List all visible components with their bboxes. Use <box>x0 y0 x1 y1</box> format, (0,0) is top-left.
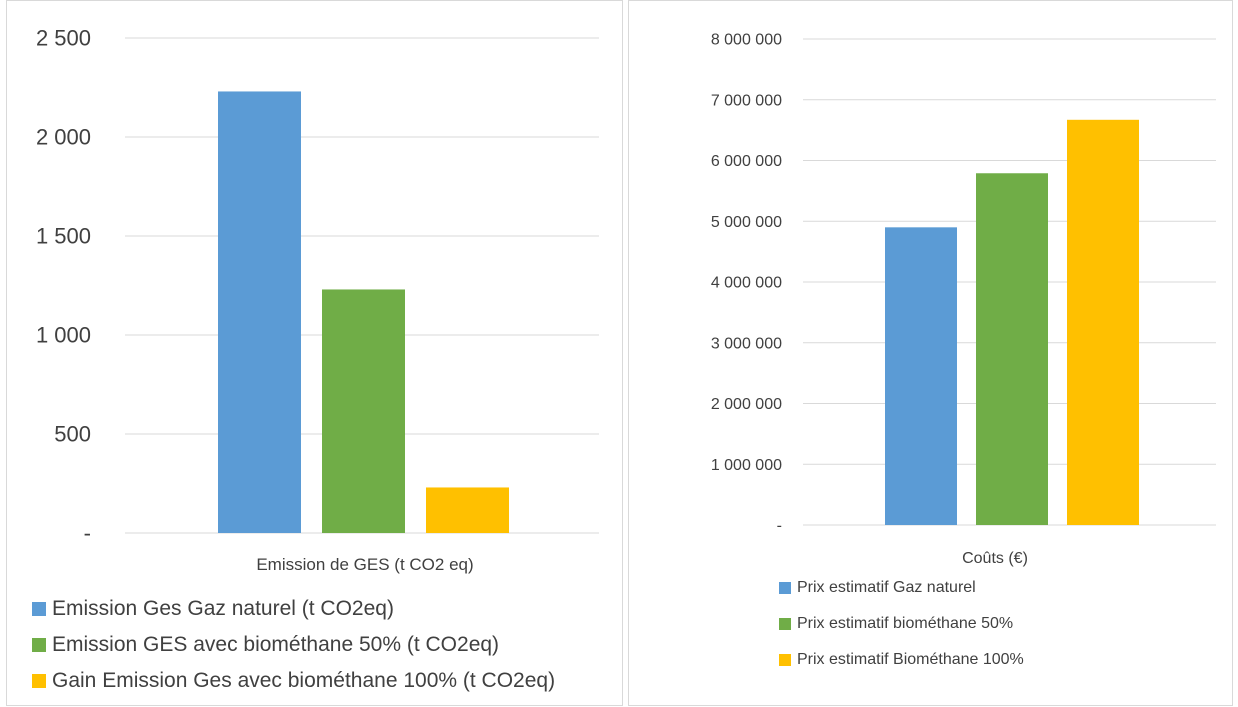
costs-ytick-label: 8 000 000 <box>711 32 782 49</box>
costs-bar-1 <box>885 227 957 525</box>
costs-legend-item: Prix estimatif Gaz naturel <box>779 579 976 597</box>
emissions-legend-label: Gain Emission Ges avec biométhane 100% (… <box>52 669 556 692</box>
costs-ytick-label: 7 000 000 <box>711 92 782 109</box>
costs-legend-item: Prix estimatif Biométhane 100% <box>779 651 1024 669</box>
costs-category-label: Coûts (€) <box>962 550 1028 567</box>
emissions-ytick-label: 2 000 <box>36 125 91 150</box>
emissions-legend-swatch <box>32 602 46 616</box>
emissions-chart: - 500 1 000 1 500 2 000 2 500 Emission de GES … <box>36 26 599 574</box>
costs-legend-swatch <box>779 654 791 666</box>
emissions-bar-1 <box>218 91 301 534</box>
costs-ytick-label: 3 000 000 <box>711 335 782 352</box>
costs-legend-swatch <box>779 582 791 594</box>
emissions-ytick-label: - <box>84 521 91 546</box>
emissions-category-label: Emission de GES (t CO2 eq) <box>256 555 473 574</box>
emissions-ytick-label: 500 <box>54 422 91 447</box>
costs-ytick-label: 5 000 000 <box>711 214 782 231</box>
costs-ytick-label: 2 000 000 <box>711 396 782 413</box>
chart-panel-emissions: - 500 1 000 1 500 2 000 2 500 Emission de GES … <box>6 0 623 706</box>
emissions-ytick-label: 1 000 <box>36 323 91 348</box>
costs-ytick-label: 1 000 000 <box>711 457 782 474</box>
emissions-ytick-label: 1 500 <box>36 224 91 249</box>
emissions-ytick-label: 2 500 <box>36 26 91 51</box>
costs-legend-label: Prix estimatif Gaz naturel <box>797 579 976 596</box>
emissions-legend-label: Emission Ges Gaz naturel (t CO2eq) <box>52 597 394 620</box>
costs-legend-label: Prix estimatif biométhane 50% <box>797 615 1014 632</box>
costs-ytick-label: - <box>777 518 782 535</box>
costs-bar-3 <box>1067 119 1139 526</box>
costs-legend-item: Prix estimatif biométhane 50% <box>779 615 1013 633</box>
costs-bar-2 <box>976 173 1048 525</box>
emissions-legend-item: Emission Ges Gaz naturel (t CO2eq) <box>32 597 394 621</box>
costs-legend-label: Prix estimatif Biométhane 100% <box>797 651 1024 668</box>
emissions-bar-3 <box>426 487 509 533</box>
emissions-legend-swatch <box>32 674 46 688</box>
emissions-bar-2 <box>322 289 405 533</box>
costs-ytick-label: 4 000 000 <box>711 275 782 292</box>
chart-panel-costs: - 1 000 000 2 000 000 3 000 000 4 000 000 5 0… <box>628 0 1233 706</box>
emissions-legend-label: Emission GES avec biométhane 50% (t CO2e… <box>52 633 500 656</box>
costs-chart: - 1 000 000 2 000 000 3 000 000 4 000 000 5 0… <box>711 32 1216 567</box>
emissions-legend-item: Gain Emission Ges avec biométhane 100% (… <box>32 669 555 693</box>
costs-legend-swatch <box>779 618 791 630</box>
costs-ytick-label: 6 000 000 <box>711 153 782 170</box>
emissions-legend-swatch <box>32 638 46 652</box>
emissions-legend-item: Emission GES avec biométhane 50% (t CO2e… <box>32 633 499 657</box>
